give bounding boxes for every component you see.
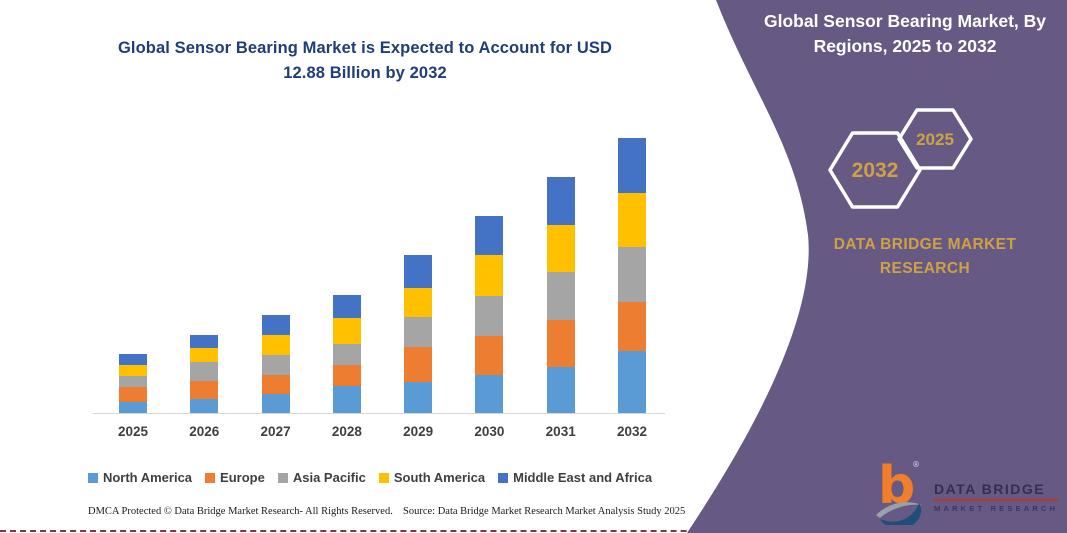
- legend-label: Europe: [220, 470, 265, 485]
- sidebar-title-line2: Regions, 2025 to 2032: [813, 36, 997, 56]
- bar-segment-2028-south-america: [332, 317, 361, 344]
- bar-segment-2030-asia-pacific: [475, 296, 504, 336]
- bar-segment-2025-europe: [119, 386, 147, 403]
- source-attribution: Source: Data Bridge Market Research Mark…: [403, 506, 686, 517]
- bar-segment-2029-middle-east-and-africa: [404, 254, 433, 288]
- legend-item-north-america: North America: [87, 470, 193, 485]
- bar-segment-2026-europe: [190, 381, 219, 400]
- bar-segment-2030-middle-east-and-africa: [475, 216, 504, 255]
- logo-subtitle: MARKET RESEARCH: [934, 504, 1059, 513]
- bar-segment-2032-asia-pacific: [617, 247, 646, 303]
- bar-segment-2026-south-america: [190, 348, 219, 363]
- bar-2030: [475, 216, 504, 413]
- bar-segment-2028-asia-pacific: [332, 343, 361, 365]
- legend-item-south-america: South America: [378, 470, 486, 485]
- bar-segment-2032-south-america: [617, 193, 646, 248]
- legend-label: Asia Pacific: [292, 470, 366, 485]
- brand-wordmark-line2: RESEARCH: [879, 260, 971, 277]
- bar-segment-2025-north-america: [119, 402, 147, 413]
- sidebar-title: Global Sensor Bearing Market, By Regions…: [757, 9, 1053, 59]
- x-axis-label-2029: 2029: [403, 424, 434, 439]
- x-axis-label-2030: 2030: [474, 424, 505, 439]
- bar-segment-2029-north-america: [404, 381, 433, 413]
- bar-2031: [546, 177, 575, 413]
- dbmr-logo-icon: b ®: [876, 456, 922, 525]
- dmca-attribution: DMCA Protected © Data Bridge Market Rese…: [88, 506, 393, 517]
- legend-item-asia-pacific: Asia Pacific: [277, 470, 366, 485]
- logo-registered-icon: ®: [912, 460, 920, 469]
- bar-segment-2025-middle-east-and-africa: [119, 354, 147, 366]
- bar-segment-2031-north-america: [546, 367, 575, 413]
- x-axis-label-2027: 2027: [260, 424, 291, 439]
- bar-segment-2030-europe: [475, 335, 504, 375]
- bar-segment-2031-asia-pacific: [546, 272, 575, 320]
- bar-segment-2032-north-america: [617, 350, 646, 413]
- legend-item-europe: Europe: [205, 470, 265, 485]
- legend-swatch-icon: [205, 472, 216, 483]
- legend-swatch-icon: [277, 472, 288, 483]
- bar-2027: [261, 315, 290, 413]
- legend-label: Middle East and Africa: [513, 470, 653, 485]
- hexagon-year-badges: 2032 2025: [828, 108, 973, 209]
- bar-2026: [190, 335, 219, 413]
- bar-segment-2026-middle-east-and-africa: [190, 335, 219, 349]
- brand-wordmark: DATA BRIDGE MARKET RESEARCH: [790, 233, 1060, 281]
- bar-segment-2030-north-america: [475, 374, 504, 413]
- bar-segment-2029-asia-pacific: [404, 317, 433, 347]
- chart-title: Global Sensor Bearing Market is Expected…: [60, 36, 670, 86]
- bar-2028: [332, 295, 361, 413]
- legend-swatch-icon: [87, 472, 98, 483]
- x-axis-labels: 2025 2026 2027 2028 2029 2030 2031 2032: [117, 424, 647, 439]
- bar-segment-2027-asia-pacific: [261, 355, 290, 375]
- bar-segment-2031-europe: [546, 319, 575, 368]
- chart-title-line1: Global Sensor Bearing Market is Expected…: [118, 39, 612, 57]
- bar-segment-2029-south-america: [404, 287, 433, 318]
- x-axis-label-2028: 2028: [331, 424, 362, 439]
- bar-segment-2028-europe: [332, 364, 361, 386]
- logo-name: DATA BRIDGE: [934, 481, 1059, 501]
- bar-segment-2031-south-america: [546, 224, 575, 273]
- legend-label: South America: [393, 470, 486, 485]
- bar-segment-2027-south-america: [261, 334, 290, 356]
- bar-segment-2028-middle-east-and-africa: [332, 295, 361, 318]
- dbmr-logo: b ® DATA BRIDGE MARKET RESEARCH: [872, 455, 1059, 525]
- bar-2029: [404, 254, 433, 413]
- bar-segment-2027-north-america: [261, 393, 290, 413]
- x-axis-label-2032: 2032: [616, 424, 647, 439]
- legend-item-middle-east-and-africa: Middle East and Africa: [498, 470, 652, 485]
- legend-swatch-icon: [378, 472, 389, 483]
- legend-label: North America: [102, 470, 193, 485]
- bar-segment-2025-south-america: [119, 365, 147, 376]
- chart-title-line2: 12.88 Billion by 2032: [283, 64, 447, 82]
- bar-segment-2027-middle-east-and-africa: [261, 315, 290, 335]
- bar-segment-2026-asia-pacific: [190, 362, 219, 382]
- bar-segment-2026-north-america: [190, 399, 219, 413]
- sidebar-title-line1: Global Sensor Bearing Market, By: [763, 11, 1047, 31]
- brand-wordmark-line1: DATA BRIDGE MARKET: [833, 236, 1017, 253]
- legend-swatch-icon: [498, 472, 509, 483]
- bar-2025: [119, 354, 147, 413]
- x-axis-line: [93, 413, 665, 414]
- bar-segment-2030-south-america: [475, 254, 504, 297]
- bar-segment-2027-europe: [261, 374, 290, 394]
- bar-segment-2032-middle-east-and-africa: [617, 138, 646, 194]
- x-axis-label-2031: 2031: [545, 424, 576, 439]
- bar-2032: [617, 138, 646, 413]
- hexagon-2032-label: 2032: [852, 159, 899, 182]
- bar-segment-2029-europe: [404, 346, 433, 382]
- chart-legend: North America Europe Asia Pacific South Ame…: [40, 470, 700, 485]
- bar-segment-2031-middle-east-and-africa: [546, 177, 575, 225]
- hexagon-2025-label: 2025: [916, 130, 954, 149]
- bar-segment-2028-north-america: [332, 385, 361, 413]
- bottom-dashed-divider: [0, 530, 1067, 532]
- bar-segment-2032-europe: [617, 302, 646, 351]
- bar-segment-2025-asia-pacific: [119, 375, 147, 387]
- x-axis-label-2025: 2025: [117, 424, 149, 439]
- x-axis-label-2026: 2026: [189, 424, 220, 439]
- stacked-bar-plot: [119, 132, 646, 413]
